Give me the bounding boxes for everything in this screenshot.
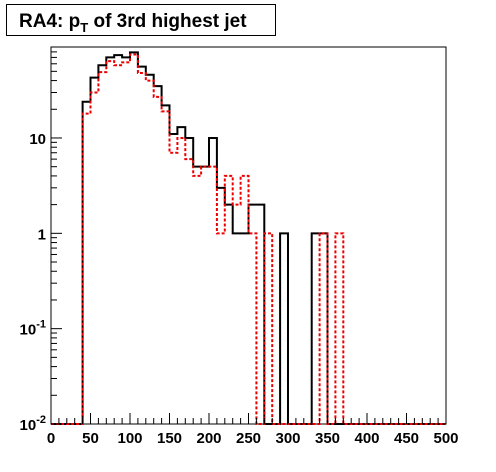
- x-tick-label: 150: [157, 430, 182, 447]
- labels-layer: 0 50 100 150 200 250 300 350 400 450 500 10-2 10-1 1 1…: [20, 131, 459, 447]
- plot-frame: [50, 46, 447, 425]
- x-tick-label: 50: [82, 430, 99, 447]
- y-tick-label: 10-2: [20, 414, 46, 434]
- x-tick-label: 300: [275, 430, 300, 447]
- x-tick-label: 250: [236, 430, 261, 447]
- y-tick-label: 10-1: [20, 319, 46, 339]
- x-tick-label: 350: [315, 430, 340, 447]
- chart-title: RA4: pT of 3rd highest jet: [19, 11, 247, 35]
- series-dotted-red: [51, 53, 446, 425]
- x-tick-label: 500: [433, 430, 458, 447]
- chart-title-prefix: RA4: p: [19, 11, 81, 32]
- chart-title-box: RA4: pT of 3rd highest jet: [6, 4, 276, 36]
- x-tick-label: 450: [394, 430, 419, 447]
- series-layer: [51, 51, 446, 425]
- y-tick-label: 10: [29, 131, 46, 148]
- x-tick-label: 0: [47, 430, 55, 447]
- x-tick-label: 100: [117, 430, 142, 447]
- ticks-layer: [50, 46, 447, 425]
- x-tick-label: 400: [354, 430, 379, 447]
- x-tick-label: 200: [196, 430, 221, 447]
- chart-title-subscript: T: [80, 20, 89, 35]
- chart-title-suffix: of 3rd highest jet: [88, 11, 247, 32]
- y-tick-label: 1: [38, 226, 46, 243]
- series-solid-black: [51, 51, 446, 425]
